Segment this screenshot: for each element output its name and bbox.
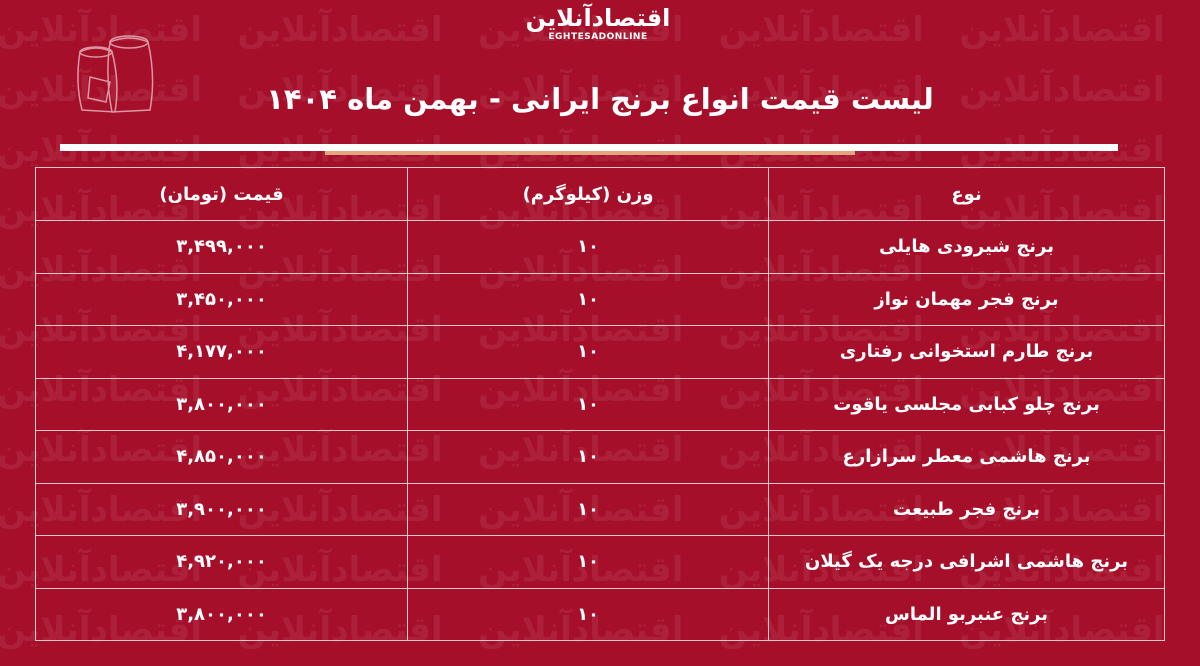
header-price: قیمت (تومان) (34, 167, 409, 221)
cell-price: ۳,۴۵۰,۰۰۰ (34, 272, 409, 326)
cell-type: برنج فجر مهمان نواز (768, 272, 1165, 326)
rice-sacks-icon (77, 35, 154, 113)
divider-accent (325, 151, 855, 155)
cell-price: ۴,۱۷۷,۰۰۰ (34, 325, 409, 379)
table-row: برنج چلو کبابی مجلسی یاقوت ۱۰ ۳,۸۰۰,۰۰۰ (34, 377, 1165, 431)
table-row: برنج فجر مهمان نواز ۱۰ ۳,۴۵۰,۰۰۰ (34, 272, 1165, 326)
table-header-row: نوع وزن (کیلوگرم) قیمت (تومان) (34, 167, 1165, 221)
cell-weight: ۱۰ (407, 377, 770, 431)
cell-type: برنج چلو کبابی مجلسی یاقوت (768, 377, 1165, 431)
cell-weight: ۱۰ (407, 535, 770, 589)
cell-weight: ۱۰ (407, 482, 770, 536)
cell-weight: ۱۰ (407, 220, 770, 274)
cell-price: ۳,۴۹۹,۰۰۰ (34, 220, 409, 274)
table-row: برنج هاشمی معطر سرازارع ۱۰ ۴,۸۵۰,۰۰۰ (34, 430, 1165, 484)
cell-type: برنج شیرودی هایلی (768, 220, 1165, 274)
divider-white (60, 144, 1118, 151)
cell-type: برنج هاشمی معطر سرازارع (768, 430, 1165, 484)
cell-weight: ۱۰ (407, 587, 770, 641)
cell-type: برنج هاشمی اشرافی درجه یک گیلان (768, 535, 1165, 589)
table-row: برنج عنبربو الماس ۱۰ ۳,۸۰۰,۰۰۰ (34, 587, 1165, 641)
cell-type: برنج طارم استخوانی رفتاری (768, 325, 1165, 379)
site-logo: اقتصادآنلاین EGHTESADONLINE (518, 4, 678, 42)
page-title: لیست قیمت انواع برنج ایرانی - بهمن ماه ۱… (266, 82, 934, 116)
cell-price: ۳,۸۰۰,۰۰۰ (34, 377, 409, 431)
logo-text-en: EGHTESADONLINE (548, 32, 648, 42)
table-row: برنج هاشمی اشرافی درجه یک گیلان ۱۰ ۴,۹۲۰,۰… (34, 535, 1165, 589)
logo-text-fa: اقتصادآنلاین (525, 4, 671, 32)
table-row: برنج شیرودی هایلی ۱۰ ۳,۴۹۹,۰۰۰ (34, 220, 1165, 274)
cell-type: برنج عنبربو الماس (768, 587, 1165, 641)
cell-price: ۴,۸۵۰,۰۰۰ (34, 430, 409, 484)
cell-weight: ۱۰ (407, 430, 770, 484)
rice-price-table: نوع وزن (کیلوگرم) قیمت (تومان) برنج شیرو… (34, 167, 1165, 641)
cell-weight: ۱۰ (407, 325, 770, 379)
cell-type: برنج فجر طبیعت (768, 482, 1165, 536)
table-row: برنج فجر طبیعت ۱۰ ۳,۹۰۰,۰۰۰ (34, 482, 1165, 536)
cell-price: ۴,۹۲۰,۰۰۰ (34, 535, 409, 589)
cell-weight: ۱۰ (407, 272, 770, 326)
cell-price: ۳,۹۰۰,۰۰۰ (34, 482, 409, 536)
table-row: برنج طارم استخوانی رفتاری ۱۰ ۴,۱۷۷,۰۰۰ (34, 325, 1165, 379)
header-type: نوع (768, 167, 1165, 221)
header-weight: وزن (کیلوگرم) (407, 167, 770, 221)
cell-price: ۳,۸۰۰,۰۰۰ (34, 587, 409, 641)
